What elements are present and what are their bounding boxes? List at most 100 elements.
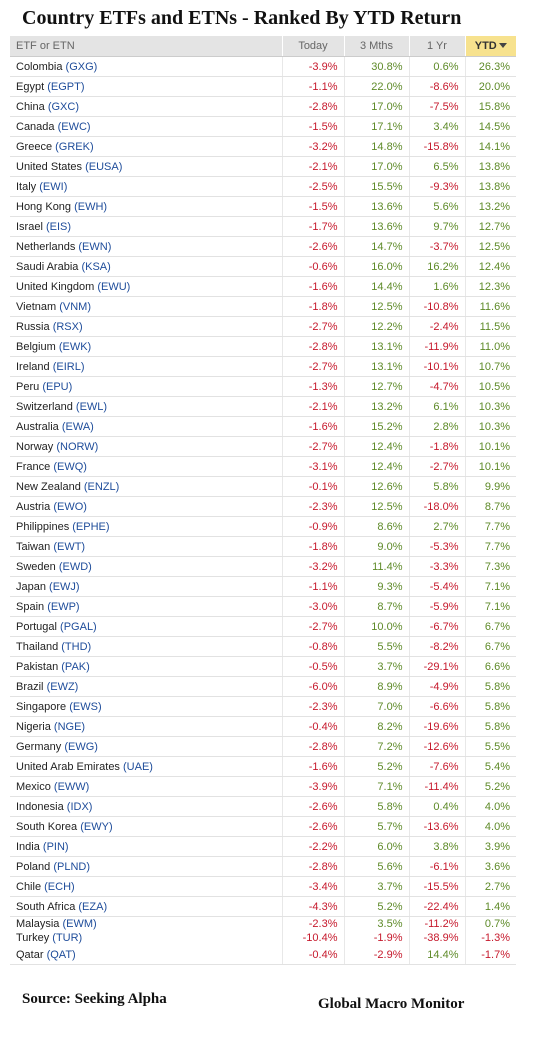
ticker-link[interactable]: (EIS) (45, 220, 72, 233)
ticker-link[interactable]: (EWW) (53, 780, 90, 793)
table-row[interactable]: South Korea (EWY) -2.6% 5.7% -13.6% 4.0% (10, 816, 516, 837)
ticker-link[interactable]: (EWL) (75, 400, 108, 413)
table-row[interactable]: Italy (EWI) -2.5% 15.5% -9.3% 13.8% (10, 176, 516, 197)
ticker-link[interactable]: (PIN) (42, 840, 69, 853)
ticker-link[interactable]: (ENZL) (83, 480, 120, 493)
ticker-link[interactable]: (NGE) (53, 720, 86, 733)
table-row[interactable]: Canada (EWC) -1.5% 17.1% 3.4% 14.5% (10, 116, 516, 137)
table-row[interactable]: Qatar (QAT) -0.4% -2.9% 14.4% -1.7% (10, 945, 516, 965)
table-row[interactable]: Malaysia (EWM) -2.3% 3.5% -11.2% 0.7% (10, 916, 516, 931)
column-header-3-months[interactable]: 3 Mths (344, 36, 410, 57)
table-row[interactable]: India (PIN) -2.2% 6.0% 3.8% 3.9% (10, 836, 516, 857)
table-row[interactable]: Colombia (GXG) -3.9% 30.8% 0.6% 26.3% (10, 56, 516, 77)
ticker-link[interactable]: (EWS) (69, 700, 102, 713)
table-row[interactable]: Austria (EWO) -2.3% 12.5% -18.0% 8.7% (10, 496, 516, 517)
table-row[interactable]: Singapore (EWS) -2.3% 7.0% -6.6% 5.8% (10, 696, 516, 717)
table-row[interactable]: Norway (NORW) -2.7% 12.4% -1.8% 10.1% (10, 436, 516, 457)
table-row[interactable]: Greece (GREK) -3.2% 14.8% -15.8% 14.1% (10, 136, 516, 157)
table-row[interactable]: Philippines (EPHE) -0.9% 8.6% 2.7% 7.7% (10, 516, 516, 537)
table-row[interactable]: Turkey (TUR) -10.4% -1.9% -38.9% -1.3% (10, 931, 516, 945)
table-row[interactable]: Hong Kong (EWH) -1.5% 13.6% 5.6% 13.2% (10, 196, 516, 217)
table-row[interactable]: Russia (RSX) -2.7% 12.2% -2.4% 11.5% (10, 316, 516, 337)
table-row[interactable]: United Kingdom (EWU) -1.6% 14.4% 1.6% 12.3% (10, 276, 516, 297)
table-row[interactable]: Mexico (EWW) -3.9% 7.1% -11.4% 5.2% (10, 776, 516, 797)
ticker-link[interactable]: (EWG) (64, 740, 98, 753)
table-row[interactable]: Poland (PLND) -2.8% 5.6% -6.1% 3.6% (10, 856, 516, 877)
table-row[interactable]: Pakistan (PAK) -0.5% 3.7% -29.1% 6.6% (10, 656, 516, 677)
table-row[interactable]: Spain (EWP) -3.0% 8.7% -5.9% 7.1% (10, 596, 516, 617)
table-row[interactable]: United States (EUSA) -2.1% 17.0% 6.5% 13.8% (10, 156, 516, 177)
ticker-link[interactable]: (PGAL) (60, 620, 97, 633)
ticker-link[interactable]: (EGPT) (47, 80, 85, 93)
ticker-link[interactable]: (EWD) (58, 560, 92, 573)
table-row[interactable]: Japan (EWJ) -1.1% 9.3% -5.4% 7.1% (10, 576, 516, 597)
table-row[interactable]: New Zealand (ENZL) -0.1% 12.6% 5.8% 9.9% (10, 476, 516, 497)
table-row[interactable]: Switzerland (EWL) -2.1% 13.2% 6.1% 10.3% (10, 396, 516, 417)
ticker-link[interactable]: (ECH) (44, 880, 75, 893)
table-row[interactable]: Indonesia (IDX) -2.6% 5.8% 0.4% 4.0% (10, 796, 516, 817)
ticker-link[interactable]: (VNM) (59, 300, 91, 313)
ticker-link[interactable]: (EIRL) (52, 360, 85, 373)
country-name: Indonesia (16, 800, 64, 813)
table-row[interactable]: Thailand (THD) -0.8% 5.5% -8.2% 6.7% (10, 636, 516, 657)
table-row[interactable]: United Arab Emirates (UAE) -1.6% 5.2% -7.6%… (10, 756, 516, 777)
table-row[interactable]: China (GXC) -2.8% 17.0% -7.5% 15.8% (10, 96, 516, 117)
table-row[interactable]: Vietnam (VNM) -1.8% 12.5% -10.8% 11.6% (10, 296, 516, 317)
table-row[interactable]: Portugal (PGAL) -2.7% 10.0% -6.7% 6.7% (10, 616, 516, 637)
ticker-link[interactable]: (IDX) (66, 800, 93, 813)
table-row[interactable]: South Africa (EZA) -4.3% 5.2% -22.4% 1.4% (10, 896, 516, 917)
table-row[interactable]: Taiwan (EWT) -1.8% 9.0% -5.3% 7.7% (10, 536, 516, 557)
ticker-link[interactable]: (EWJ) (49, 580, 80, 593)
ticker-link[interactable]: (PAK) (61, 660, 90, 673)
table-row[interactable]: Israel (EIS) -1.7% 13.6% 9.7% 12.7% (10, 216, 516, 237)
column-header-name[interactable]: ETF or ETN (10, 36, 283, 57)
table-row[interactable]: Brazil (EWZ) -6.0% 8.9% -4.9% 5.8% (10, 676, 516, 697)
table-row[interactable]: Germany (EWG) -2.8% 7.2% -12.6% 5.5% (10, 736, 516, 757)
cell-today: -0.8% (282, 636, 345, 657)
ticker-link[interactable]: (EWN) (78, 240, 112, 253)
column-header-ytd[interactable]: YTD (465, 36, 516, 57)
ticker-link[interactable]: (PLND) (53, 860, 90, 873)
ticker-link[interactable]: (EPHE) (72, 520, 110, 533)
ticker-link[interactable]: (EWM) (62, 918, 97, 930)
ticker-link[interactable]: (KSA) (81, 260, 111, 273)
table-row[interactable]: Peru (EPU) -1.3% 12.7% -4.7% 10.5% (10, 376, 516, 397)
ticker-link[interactable]: (EWA) (61, 420, 94, 433)
ticker-link[interactable]: (THD) (61, 640, 92, 653)
ticker-link[interactable]: (EWP) (47, 600, 80, 613)
ticker-link[interactable]: (EWI) (39, 180, 68, 193)
ticker-link[interactable]: (TUR) (52, 932, 83, 944)
table-row[interactable]: Egypt (EGPT) -1.1% 22.0% -8.6% 20.0% (10, 76, 516, 97)
table-row[interactable]: Nigeria (NGE) -0.4% 8.2% -19.6% 5.8% (10, 716, 516, 737)
ticker-link[interactable]: (GREK) (55, 140, 94, 153)
column-header-1-year[interactable]: 1 Yr (409, 36, 466, 57)
ticker-link[interactable]: (EWH) (74, 200, 108, 213)
ticker-link[interactable]: (EWU) (97, 280, 131, 293)
ticker-link[interactable]: (NORW) (56, 440, 99, 453)
ticker-link[interactable]: (EWQ) (53, 460, 87, 473)
ticker-link[interactable]: (UAE) (123, 760, 153, 773)
column-header-today[interactable]: Today (282, 36, 345, 57)
ticker-link[interactable]: (EWC) (57, 120, 91, 133)
table-row[interactable]: France (EWQ) -3.1% 12.4% -2.7% 10.1% (10, 456, 516, 477)
ticker-link[interactable]: (EUSA) (85, 160, 123, 173)
table-row[interactable]: Netherlands (EWN) -2.6% 14.7% -3.7% 12.5% (10, 236, 516, 257)
ticker-link[interactable]: (EZA) (78, 900, 108, 913)
ticker-link[interactable]: (EPU) (42, 380, 73, 393)
ticker-link[interactable]: (GXG) (65, 60, 98, 73)
table-row[interactable]: Ireland (EIRL) -2.7% 13.1% -10.1% 10.7% (10, 356, 516, 377)
table-row[interactable]: Belgium (EWK) -2.8% 13.1% -11.9% 11.0% (10, 336, 516, 357)
country-name: Colombia (16, 60, 63, 73)
ticker-link[interactable]: (EWK) (58, 340, 92, 353)
table-row[interactable]: Australia (EWA) -1.6% 15.2% 2.8% 10.3% (10, 416, 516, 437)
table-row[interactable]: Sweden (EWD) -3.2% 11.4% -3.3% 7.3% (10, 556, 516, 577)
ticker-link[interactable]: (QAT) (46, 948, 76, 961)
ticker-link[interactable]: (RSX) (52, 320, 83, 333)
ticker-link[interactable]: (GXC) (47, 100, 79, 113)
table-row[interactable]: Chile (ECH) -3.4% 3.7% -15.5% 2.7% (10, 876, 516, 897)
ticker-link[interactable]: (EWY) (80, 820, 113, 833)
ticker-link[interactable]: (EWZ) (46, 680, 79, 693)
ticker-link[interactable]: (EWT) (53, 540, 86, 553)
table-row[interactable]: Saudi Arabia (KSA) -0.6% 16.0% 16.2% 12.4% (10, 256, 516, 277)
ticker-link[interactable]: (EWO) (53, 500, 87, 513)
